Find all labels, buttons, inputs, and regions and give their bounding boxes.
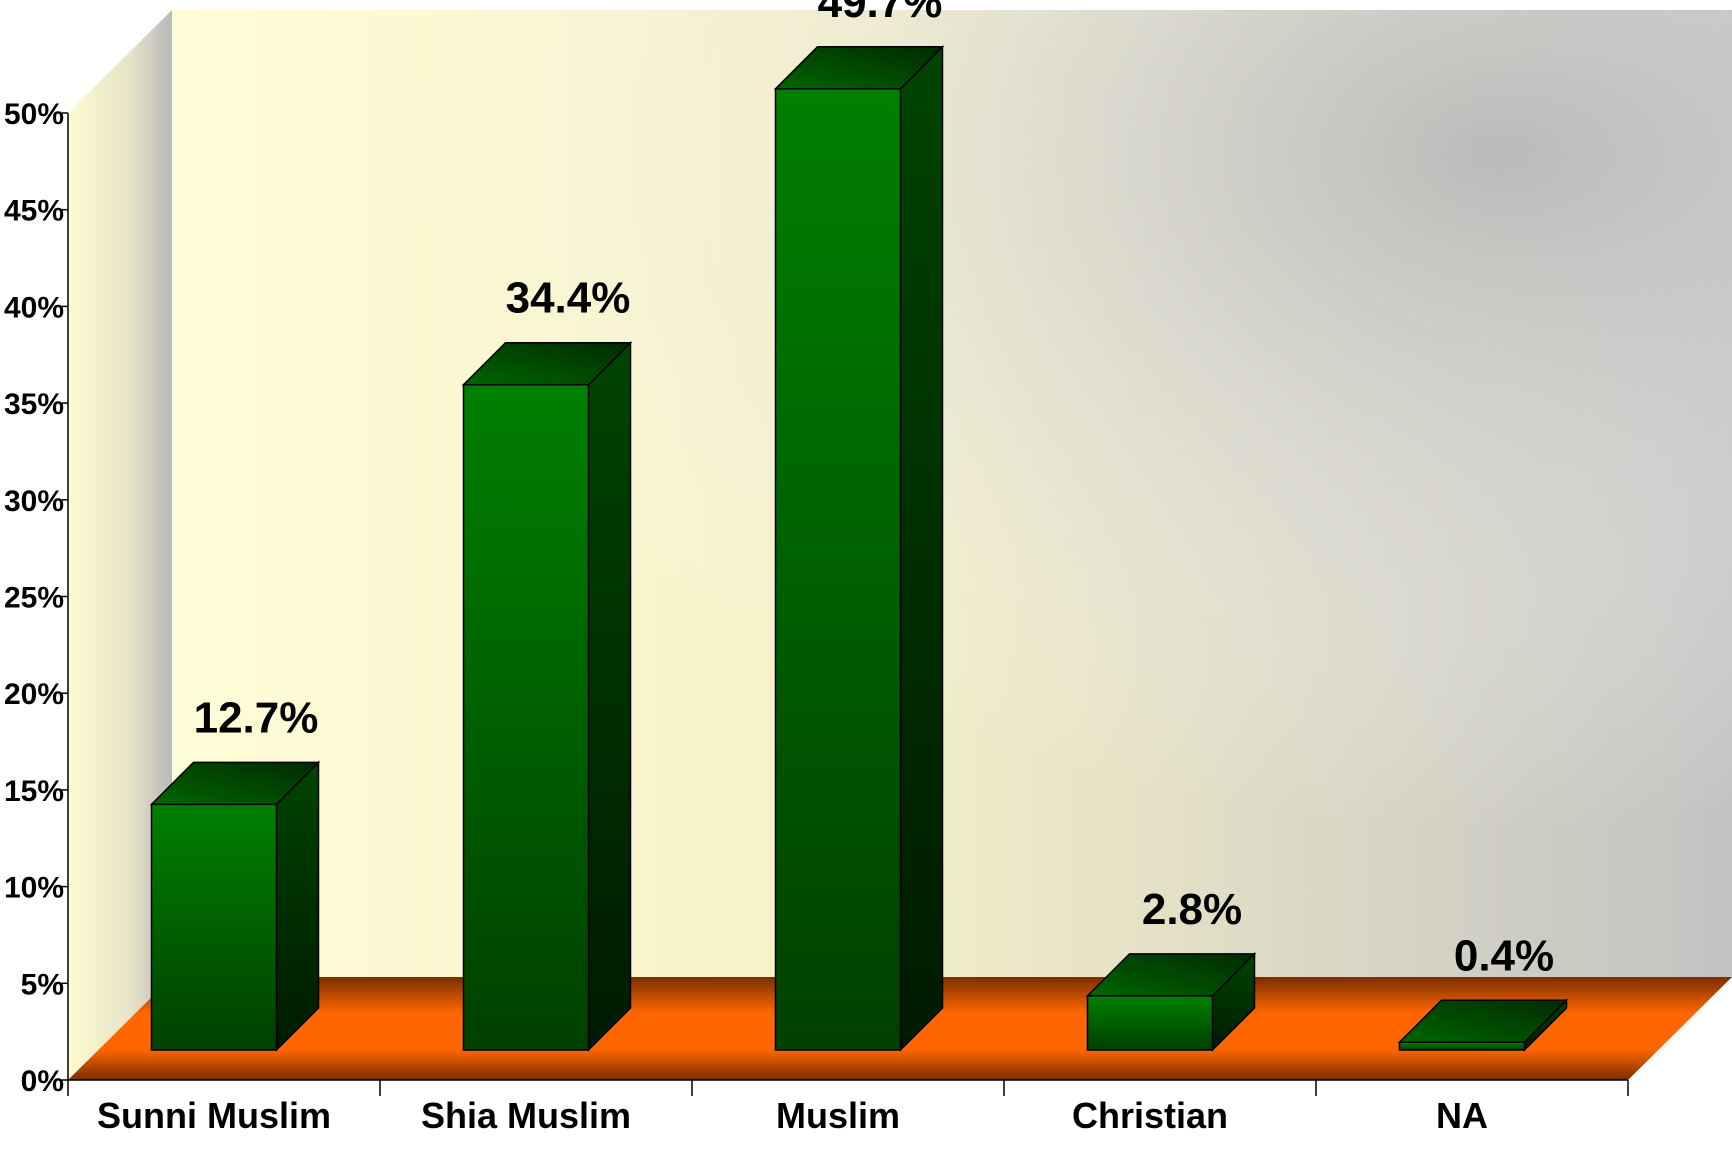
y-tick-label: 0% bbox=[21, 1065, 64, 1098]
y-tick-label: 25% bbox=[4, 582, 64, 615]
bar-front-face bbox=[150, 803, 278, 1051]
category-label: Shia Muslim bbox=[421, 1095, 631, 1136]
data-label: 12.7% bbox=[194, 693, 319, 742]
bar bbox=[1085, 952, 1257, 1052]
y-tick-label: 50% bbox=[4, 98, 64, 131]
bar-front-face bbox=[1398, 1041, 1526, 1051]
bar-front-face bbox=[774, 88, 902, 1051]
data-label: 49.7% bbox=[818, 0, 943, 27]
y-tick-label: 15% bbox=[4, 775, 64, 808]
bar-side-face bbox=[587, 340, 632, 1052]
y-tick-label: 45% bbox=[4, 195, 64, 228]
bar bbox=[461, 340, 633, 1052]
data-labels-group: 12.7% 34.4% 49.7% 2.8% 0.4% bbox=[194, 0, 1555, 980]
y-tick-label: 20% bbox=[4, 678, 64, 711]
x-axis-ticks bbox=[67, 1080, 1629, 1096]
y-tick-label: 5% bbox=[21, 968, 64, 1001]
y-tick-label: 40% bbox=[4, 291, 64, 324]
bar-side-face bbox=[275, 760, 320, 1052]
data-label: 34.4% bbox=[506, 274, 631, 323]
bar-side-face bbox=[899, 44, 944, 1052]
category-label: Sunni Muslim bbox=[97, 1095, 331, 1136]
back-wall-shade bbox=[172, 10, 1732, 977]
y-tick-label: 10% bbox=[4, 872, 64, 905]
y-tick-label: 30% bbox=[4, 485, 64, 518]
data-label: 2.8% bbox=[1142, 885, 1242, 934]
y-tick-label: 35% bbox=[4, 388, 64, 421]
bar bbox=[1397, 998, 1569, 1052]
category-label: Christian bbox=[1072, 1095, 1228, 1136]
bar-front-face bbox=[462, 383, 590, 1051]
bar-front-face bbox=[1086, 995, 1214, 1051]
bar bbox=[149, 760, 321, 1052]
side-wall bbox=[68, 10, 172, 1080]
category-label: NA bbox=[1436, 1095, 1488, 1136]
category-label: Muslim bbox=[776, 1095, 900, 1136]
bar bbox=[773, 44, 945, 1052]
data-label: 0.4% bbox=[1454, 931, 1554, 980]
y-axis-ticks: 0% 5% 10% 15% 20% 25% 30% 35% 40% 45% 50% bbox=[4, 98, 68, 1098]
category-labels-group: Sunni Muslim Shia Muslim Muslim Christian NA bbox=[97, 1095, 1488, 1136]
bars-group bbox=[149, 44, 1569, 1052]
